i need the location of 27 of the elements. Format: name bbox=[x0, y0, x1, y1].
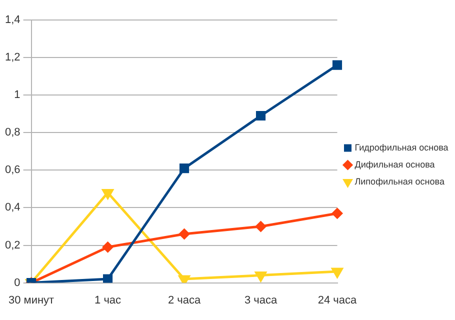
y-tick-label: 1,4 bbox=[4, 14, 20, 26]
y-tick-label: 1,2 bbox=[4, 52, 20, 64]
point bbox=[179, 228, 190, 240]
point bbox=[332, 268, 343, 278]
y-tick-label: 0,2 bbox=[4, 239, 20, 252]
x-tick-label: 2 часа bbox=[168, 294, 202, 306]
point bbox=[102, 242, 114, 252]
point bbox=[255, 272, 266, 282]
point bbox=[102, 274, 113, 283]
point bbox=[256, 221, 266, 232]
y-tick-label: 0,6 bbox=[4, 164, 20, 176]
point bbox=[179, 164, 190, 174]
legend-label: Липофильная основа bbox=[354, 176, 444, 186]
point bbox=[102, 188, 114, 199]
legend-label: Гидрофильная основа bbox=[354, 142, 448, 152]
x-tick-label: 3 часа bbox=[244, 294, 278, 306]
y-tick-label: 0,4 bbox=[4, 202, 20, 214]
x-tick-label: 30 минут bbox=[8, 294, 54, 306]
y-tick-label: 0 bbox=[14, 276, 20, 289]
legend-label: Дифильная основа bbox=[354, 159, 435, 170]
y-tick-label: 1 bbox=[14, 89, 20, 102]
point bbox=[332, 208, 342, 219]
y-tick-label: 0,8 bbox=[4, 126, 20, 139]
x-tick-label: 1 час bbox=[94, 294, 122, 306]
point bbox=[256, 110, 266, 121]
point bbox=[332, 60, 342, 70]
x-tick-label: 24 часа bbox=[318, 294, 358, 306]
